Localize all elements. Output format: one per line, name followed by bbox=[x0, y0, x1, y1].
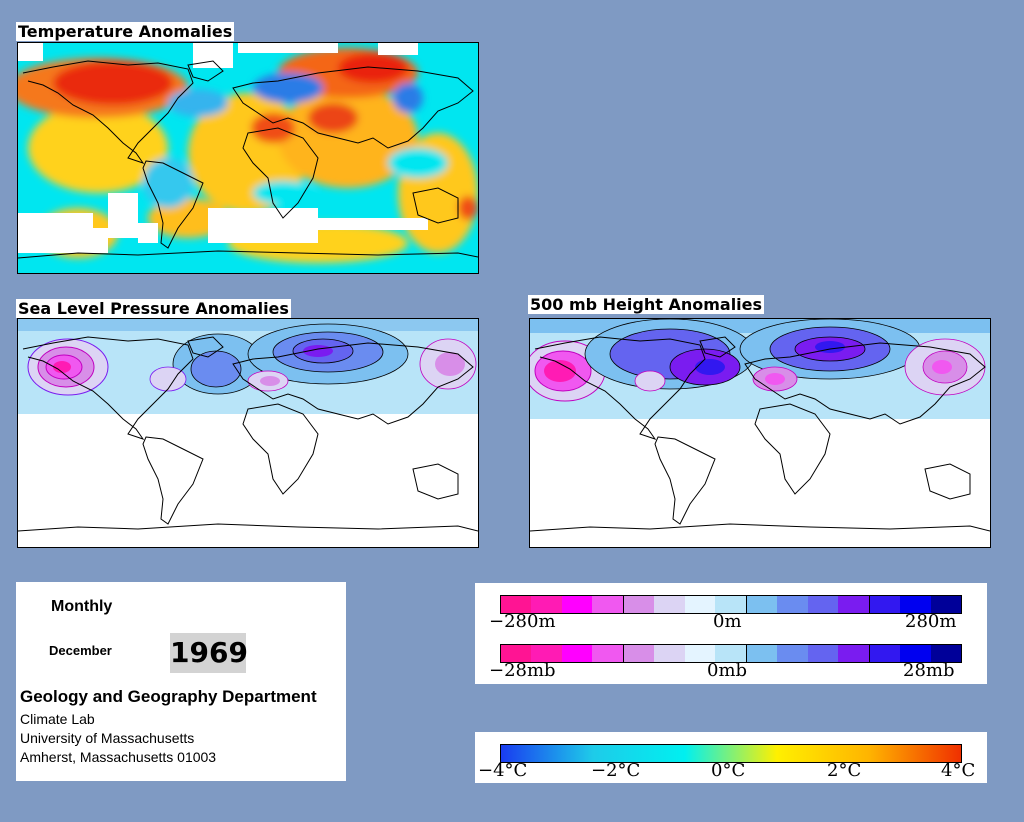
temp-label-minus4: −4°C bbox=[478, 760, 528, 781]
height-colorbar-swatch bbox=[561, 596, 593, 613]
height-min-label: −280m bbox=[489, 611, 556, 632]
height-colorbar-swatch bbox=[623, 596, 655, 613]
pressure-colorbar-swatch bbox=[807, 645, 839, 662]
height-max-label: 280m bbox=[905, 611, 957, 632]
height-pressure-legend: −280m 0m 280m −28mb 0mb 28mb bbox=[475, 583, 987, 684]
temp-label-4: 4°C bbox=[941, 760, 976, 781]
pressure-colorbar-swatch bbox=[869, 645, 901, 662]
height-colorbar-swatch bbox=[715, 596, 747, 613]
height-map-title: 500 mb Height Anomalies bbox=[528, 295, 765, 314]
pressure-min-label: −28mb bbox=[489, 660, 556, 681]
pressure-colorbar-swatch bbox=[654, 645, 685, 662]
temp-label-0: 0°C bbox=[711, 760, 746, 781]
address: Amherst, Massachusetts 01003 bbox=[20, 749, 217, 765]
height-colorbar-swatch bbox=[930, 596, 962, 613]
year-display: 1969 bbox=[170, 633, 248, 673]
pressure-colorbar-swatch bbox=[623, 645, 655, 662]
temperature-legend: −4°C −2°C 0°C 2°C 4°C bbox=[475, 732, 987, 783]
university-name: University of Massachusetts bbox=[20, 730, 195, 746]
pressure-colorbar-swatch bbox=[592, 645, 624, 662]
lab-name: Climate Lab bbox=[20, 711, 95, 727]
temperature-map-title: Temperature Anomalies bbox=[16, 22, 235, 41]
pressure-colorbar-swatch bbox=[531, 645, 562, 662]
department-name: Geology and Geography Department bbox=[20, 687, 317, 706]
height-anomaly-map bbox=[529, 318, 991, 548]
pressure-colorbar-swatch bbox=[746, 645, 778, 662]
slp-map-title: Sea Level Pressure Anomalies bbox=[16, 299, 291, 318]
pressure-colorbar-swatch bbox=[930, 645, 962, 662]
height-colorbar bbox=[500, 595, 962, 614]
period-label: Monthly bbox=[51, 598, 113, 615]
pressure-colorbar-swatch bbox=[684, 645, 716, 662]
height-colorbar-swatch bbox=[592, 596, 624, 613]
month-label: December bbox=[49, 643, 112, 658]
height-zero-label: 0m bbox=[713, 611, 742, 632]
info-panel: Monthly December 1969 Geology and Geogra… bbox=[16, 582, 346, 781]
pressure-colorbar-swatch bbox=[561, 645, 593, 662]
height-colorbar-swatch bbox=[869, 596, 901, 613]
pressure-colorbar-swatch bbox=[900, 645, 931, 662]
height-colorbar-swatch bbox=[746, 596, 778, 613]
height-colorbar-swatch bbox=[838, 596, 870, 613]
temp-label-minus2: −2°C bbox=[591, 760, 641, 781]
height-colorbar-swatch bbox=[531, 596, 562, 613]
height-colorbar-swatch bbox=[684, 596, 716, 613]
height-colorbar-swatch bbox=[777, 596, 808, 613]
height-colorbar-swatch bbox=[900, 596, 931, 613]
pressure-colorbar-swatch bbox=[838, 645, 870, 662]
pressure-colorbar bbox=[500, 644, 962, 663]
sea-level-pressure-map bbox=[17, 318, 479, 548]
pressure-zero-label: 0mb bbox=[707, 660, 748, 681]
pressure-colorbar-swatch bbox=[777, 645, 808, 662]
pressure-max-label: 28mb bbox=[903, 660, 955, 681]
pressure-colorbar-swatch bbox=[715, 645, 747, 662]
temperature-anomaly-map bbox=[17, 42, 479, 274]
temp-label-2: 2°C bbox=[827, 760, 862, 781]
height-colorbar-swatch bbox=[501, 596, 532, 613]
height-colorbar-swatch bbox=[807, 596, 839, 613]
temperature-colorbar bbox=[500, 744, 962, 763]
height-colorbar-swatch bbox=[654, 596, 685, 613]
pressure-colorbar-swatch bbox=[501, 645, 532, 662]
